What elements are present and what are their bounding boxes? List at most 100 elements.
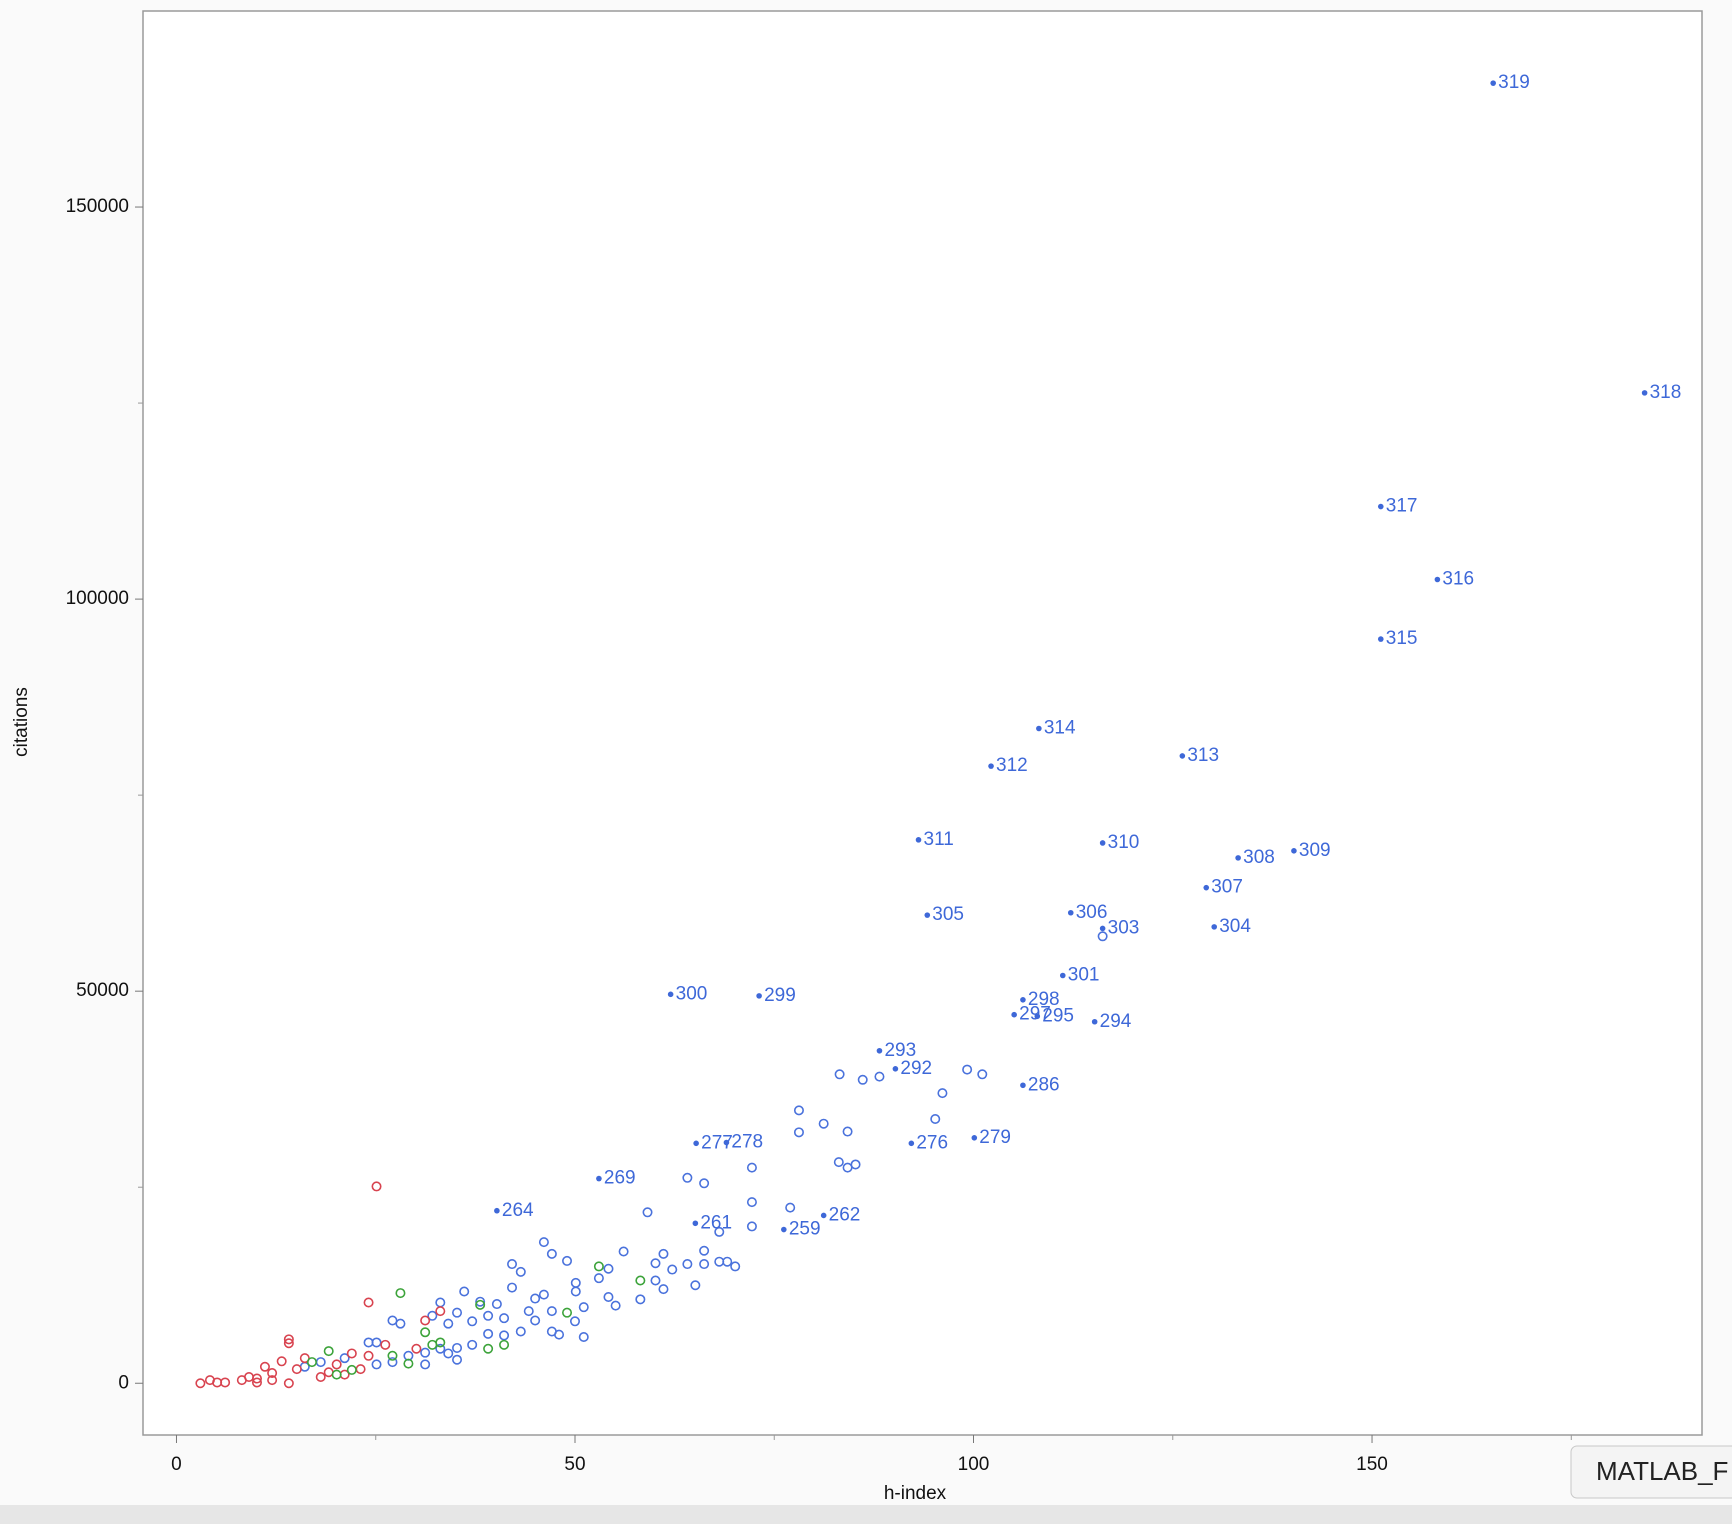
- point: [723, 1139, 730, 1146]
- point: [962, 1064, 973, 1075]
- point: [443, 1348, 454, 1359]
- point-label: 317: [1386, 496, 1418, 517]
- point: [435, 1343, 446, 1354]
- point-label: 300: [676, 983, 708, 1004]
- point: [499, 1313, 510, 1324]
- point: [420, 1315, 431, 1326]
- x-tick-label: 100: [958, 1454, 990, 1475]
- point: [1097, 931, 1108, 942]
- point-label: 312: [996, 755, 1028, 776]
- point: [530, 1293, 541, 1304]
- point: [714, 1226, 725, 1237]
- point-label: 278: [731, 1132, 763, 1153]
- point: [259, 1361, 270, 1372]
- point: [267, 1375, 278, 1386]
- point: [699, 1178, 710, 1189]
- point: [650, 1258, 661, 1269]
- point: [746, 1197, 757, 1208]
- point: [475, 1296, 486, 1307]
- point: [1020, 1082, 1026, 1089]
- point: [452, 1354, 463, 1365]
- point: [515, 1326, 526, 1337]
- point: [570, 1286, 581, 1297]
- point: [746, 1221, 757, 1232]
- point: [331, 1369, 342, 1380]
- point: [593, 1273, 604, 1284]
- point: [452, 1342, 463, 1353]
- point: [331, 1359, 342, 1370]
- point: [693, 1140, 699, 1147]
- point: [346, 1364, 357, 1375]
- point-label: 269: [604, 1168, 636, 1189]
- point: [603, 1291, 614, 1302]
- point: [1377, 503, 1384, 510]
- point: [236, 1375, 247, 1386]
- point-label: 264: [502, 1200, 534, 1221]
- point: [930, 1113, 941, 1124]
- point: [924, 912, 931, 918]
- point: [483, 1343, 494, 1354]
- point: [483, 1328, 494, 1339]
- point-label: 314: [1044, 718, 1076, 739]
- point: [1203, 884, 1210, 891]
- point: [1377, 636, 1384, 642]
- point: [267, 1368, 278, 1379]
- point: [746, 1162, 757, 1173]
- point: [523, 1306, 534, 1317]
- x-tick-label: 50: [564, 1454, 585, 1475]
- point: [1067, 909, 1074, 916]
- point: [251, 1373, 262, 1384]
- point: [618, 1246, 629, 1257]
- plot: 0 50 100 150 0 50000 100000 150000 319 318 317 316 3…: [66, 72, 1682, 1475]
- point: [682, 1259, 693, 1270]
- point: [435, 1306, 446, 1317]
- point: [306, 1357, 317, 1368]
- point-label: 303: [1108, 917, 1140, 938]
- point: [475, 1299, 486, 1310]
- point: [1434, 576, 1441, 583]
- point: [971, 1135, 978, 1141]
- point-label: 311: [924, 829, 954, 850]
- point: [1490, 80, 1496, 86]
- point: [1091, 1018, 1098, 1025]
- point: [251, 1377, 262, 1388]
- point: [1099, 925, 1106, 932]
- point: [467, 1316, 478, 1327]
- point: [411, 1343, 422, 1354]
- point-label: 297: [1019, 1004, 1051, 1025]
- point: [908, 1140, 915, 1147]
- point-label: 315: [1386, 628, 1418, 649]
- y-tick-label: 0: [118, 1372, 129, 1393]
- point: [692, 1220, 699, 1227]
- point: [346, 1348, 357, 1359]
- x-axis-title: h-index: [884, 1483, 947, 1504]
- point: [443, 1318, 454, 1329]
- point: [435, 1337, 446, 1348]
- point: [785, 1202, 796, 1213]
- point: [395, 1288, 406, 1299]
- point: [371, 1359, 382, 1370]
- point: [546, 1248, 557, 1259]
- point: [323, 1346, 334, 1357]
- point: [283, 1338, 294, 1349]
- point: [635, 1275, 646, 1286]
- point: [658, 1284, 669, 1295]
- point: [833, 1157, 844, 1168]
- point: [403, 1358, 414, 1369]
- point: [642, 1207, 653, 1218]
- point: [467, 1339, 478, 1350]
- point-label: 313: [1187, 745, 1219, 766]
- point: [499, 1330, 510, 1341]
- point: [494, 1207, 500, 1214]
- point: [1641, 390, 1648, 396]
- point: [554, 1329, 565, 1340]
- point: [658, 1248, 669, 1259]
- point: [1011, 1011, 1017, 1018]
- point: [820, 1212, 827, 1219]
- point-label: 304: [1219, 916, 1251, 937]
- point-label: 310: [1108, 832, 1140, 853]
- point: [610, 1300, 621, 1311]
- point: [538, 1289, 549, 1300]
- point: [593, 1261, 604, 1272]
- point: [283, 1378, 294, 1389]
